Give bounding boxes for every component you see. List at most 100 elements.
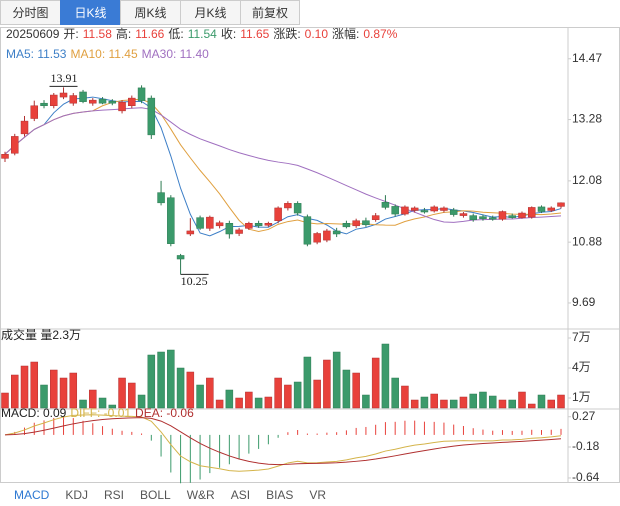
volume-bar [79, 399, 87, 409]
y-tick-label: -0.18 [572, 439, 600, 453]
candle-body [1, 154, 9, 159]
chart: 20250609 开: 11.58 高: 11.66 低: 11.54 收: 11.65 涨跌: 0… [0, 26, 620, 484]
btab[interactable]: ASI [230, 488, 251, 502]
candle-body [186, 230, 195, 235]
candle-body [352, 220, 360, 227]
candle-body [488, 217, 497, 220]
btab[interactable]: VR [309, 488, 327, 502]
max-annotation: 13.91 [51, 71, 78, 85]
dea-line [4, 417, 562, 466]
volume-bar [469, 393, 477, 409]
macd-legend-item: MACD: 0.09 [1, 406, 67, 420]
candle-body [157, 192, 165, 204]
volume-bar [323, 359, 331, 409]
y-tick-label: 12.08 [572, 173, 602, 187]
info-label: 涨跌: [273, 26, 300, 41]
info-label: 低: [168, 27, 183, 41]
candle-body [557, 202, 565, 207]
indicator-tabs: MACD KDJ RSI BOLL W&R ASI BIAS VR [6, 486, 334, 504]
min-annotation: 10.25 [181, 274, 208, 288]
volume-bar [235, 397, 243, 409]
volume-bar [352, 372, 360, 409]
candle-body [20, 120, 29, 135]
volume-bar [176, 367, 185, 409]
candle-body [459, 213, 468, 216]
candle-body [30, 105, 39, 119]
volume-bar [498, 399, 507, 409]
volume-bar [1, 392, 9, 409]
candle-body [440, 207, 448, 211]
info-value: 0.87% [363, 27, 397, 41]
volume-bar [527, 403, 536, 409]
candle-body [176, 255, 185, 260]
candle-body [410, 207, 419, 211]
candle-body [137, 87, 146, 101]
candle-body [391, 206, 399, 215]
ma-line [4, 96, 562, 237]
candle-body [508, 215, 516, 218]
candle-body [293, 203, 302, 214]
candle-body [323, 230, 331, 241]
tab[interactable]: 分时图 [0, 0, 60, 25]
candle-body [235, 229, 243, 234]
volume-bar [479, 391, 487, 409]
btab[interactable]: BIAS [266, 488, 294, 502]
candle-body [11, 136, 19, 154]
date: 20250609 [6, 27, 60, 41]
candle-body [108, 100, 117, 104]
candle-body [469, 215, 477, 220]
volume-bar [391, 377, 399, 409]
y-tick-label: 9.69 [572, 295, 596, 309]
info-label: 收: [221, 27, 236, 41]
candle-body [537, 206, 546, 212]
volume-bar [381, 343, 390, 409]
btab[interactable]: W&R [186, 488, 215, 502]
volume-bar [430, 393, 438, 409]
btab[interactable]: RSI [104, 488, 125, 502]
volume-bar [147, 354, 156, 409]
volume-bar [98, 397, 107, 409]
volume-bar [459, 396, 468, 409]
candle-body [332, 230, 341, 235]
btab[interactable]: MACD [14, 488, 50, 502]
info-label: 涨幅: [332, 26, 359, 41]
volume-bar [69, 372, 78, 409]
volume-bar [410, 399, 419, 409]
volume-bar [11, 374, 19, 409]
volume-bar [128, 382, 136, 409]
macd-legend-item: DIFF: -0.01 [70, 406, 131, 420]
volume-bar [50, 369, 58, 409]
ma-legend-item: MA5: 11.53 [6, 47, 67, 61]
candle-body [245, 223, 253, 229]
tab[interactable]: 月K线 [180, 0, 240, 25]
volume-bar [264, 396, 273, 409]
y-tick-label: 10.88 [572, 234, 602, 248]
tab[interactable]: 周K线 [120, 0, 180, 25]
volume-bar [254, 397, 263, 409]
btab[interactable]: KDJ [65, 488, 89, 502]
candle-body [59, 92, 68, 98]
volume-bar [537, 394, 546, 409]
volume-bar [215, 399, 224, 409]
volume-bar [362, 394, 370, 409]
tab[interactable]: 前复权 [240, 0, 300, 25]
candle-body [225, 223, 234, 235]
volume-bar [157, 351, 165, 409]
info-value: 0.10 [305, 27, 329, 41]
tab[interactable]: 日K线 [60, 0, 120, 25]
volume-bar [303, 356, 312, 409]
btab[interactable]: BOLL [140, 488, 171, 502]
candle-body [79, 91, 87, 102]
candle-body [430, 206, 438, 212]
y-tick-label: 4万 [572, 360, 591, 374]
candle-body [40, 102, 48, 107]
ma-legend: MA5: 11.53 MA10: 11.45 MA30: 11.40 [6, 47, 209, 61]
y-tick-label: 0.27 [572, 409, 596, 423]
y-tick-label: 14.47 [572, 51, 602, 65]
volume-bar [225, 389, 234, 409]
volume-bar [557, 394, 565, 409]
volume-bar [508, 399, 516, 409]
candle-body [147, 97, 156, 136]
volume-bar [40, 384, 48, 409]
